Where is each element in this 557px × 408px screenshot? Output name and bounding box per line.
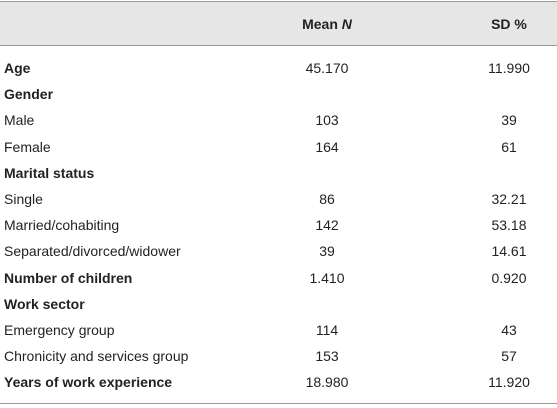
cell-label: Work sector <box>4 295 85 312</box>
cell-label: Marital status <box>4 164 95 181</box>
cell-label: Emergency group <box>4 322 115 338</box>
cell-label: Chronicity and services group <box>4 348 189 365</box>
cell-mean: 114 <box>315 322 339 338</box>
cell-label: Married/cohabiting <box>4 217 120 234</box>
cell-label: Separated/divorced/widower <box>4 243 181 260</box>
cell-label: Gender <box>4 86 54 103</box>
cell-sd: 14.61 <box>491 243 527 260</box>
cell-mean: 153 <box>315 348 339 365</box>
cell-sd: 11.920 <box>488 374 530 391</box>
cell-mean: 164 <box>315 138 339 155</box>
cell-label: Age <box>4 60 31 76</box>
cell-label: Female <box>4 138 51 155</box>
header-sd: SD % <box>491 16 527 32</box>
cell-mean: 103 <box>315 112 339 129</box>
cell-mean: 45.170 <box>305 60 349 76</box>
cell-mean: 86 <box>319 191 335 207</box>
header-row: Mean N SD % <box>0 1 557 46</box>
bottom-rule <box>0 403 557 404</box>
cell-label: Years of work experience <box>4 374 173 391</box>
cell-sd: 53.18 <box>491 217 527 234</box>
header-text: Mean <box>302 16 338 32</box>
cell-sd: 43 <box>501 322 517 338</box>
cell-mean: 39 <box>319 243 335 260</box>
cell-label: Number of children <box>4 269 133 286</box>
cell-sd: 32.21 <box>491 191 527 207</box>
cell-label: Single <box>4 191 43 207</box>
header-mean: Mean N <box>257 14 397 34</box>
cell-sd: 0.920 <box>491 269 527 286</box>
cell-mean: 1.410 <box>309 269 345 286</box>
header-emphasis: N <box>341 16 352 32</box>
cell-sd: 57 <box>501 348 517 365</box>
cell-label: Male <box>4 112 35 129</box>
cell-sd: 11.990 <box>488 60 530 76</box>
cell-mean: 142 <box>315 217 339 234</box>
cell-sd: 61 <box>501 138 517 155</box>
cell-sd: 39 <box>501 112 517 129</box>
cell-mean: 18.980 <box>305 374 349 391</box>
